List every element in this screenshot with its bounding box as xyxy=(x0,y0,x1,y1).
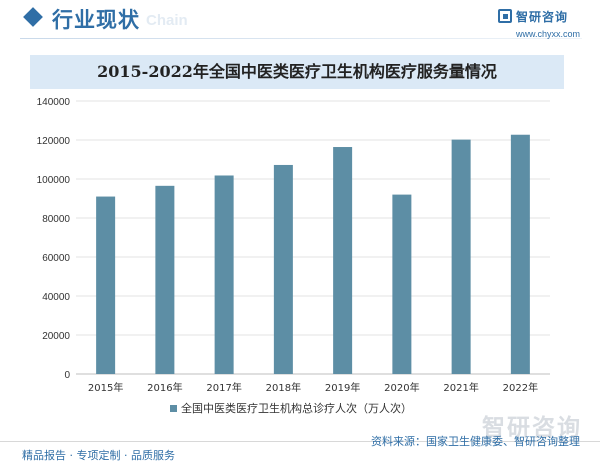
brand-url[interactable]: www.chyxx.com xyxy=(515,29,580,39)
x-tick-label: 2018年 xyxy=(266,381,301,394)
page-header: 行业现状 Chain 智研咨询 www.chyxx.com xyxy=(0,0,600,46)
footer-slogan: 精品报告 · 专项定制 · 品质服务 xyxy=(22,449,175,462)
y-tick-label: 100000 xyxy=(37,175,71,186)
brand-name: 智研咨询 xyxy=(515,10,568,24)
x-tick-label: 2016年 xyxy=(147,381,182,394)
legend-label: 全国中医类医疗卫生机构总诊疗人次（万人次） xyxy=(181,401,412,415)
bar xyxy=(510,134,530,374)
bar xyxy=(273,164,293,374)
x-tick-label: 2017年 xyxy=(206,381,241,394)
header-divider xyxy=(20,38,582,39)
bar xyxy=(214,175,234,374)
y-tick-label: 0 xyxy=(64,370,70,381)
chart-title: 2015-2022年全国中医类医疗卫生机构医疗服务量情况 xyxy=(97,62,497,81)
footer-source: 资料来源：国家卫生健康委、智研咨询整理 xyxy=(371,435,580,448)
chart-title-band xyxy=(30,55,564,89)
bar xyxy=(392,194,412,374)
section-title: 行业现状 xyxy=(52,8,140,32)
x-tick-label: 2019年 xyxy=(325,381,360,394)
footer-watermark: 智研咨询 xyxy=(482,415,582,441)
brand-icon xyxy=(497,9,512,23)
y-tick-label: 60000 xyxy=(42,253,70,264)
y-tick-label: 20000 xyxy=(42,331,70,342)
bar xyxy=(155,185,175,374)
header-watermark: Chain xyxy=(146,12,188,29)
x-tick-label: 2022年 xyxy=(503,381,538,394)
bar xyxy=(333,147,353,374)
x-tick-label: 2021年 xyxy=(443,381,478,394)
y-tick-label: 120000 xyxy=(37,136,71,147)
bar xyxy=(451,139,471,374)
y-tick-label: 80000 xyxy=(42,214,70,225)
x-tick-label: 2015年 xyxy=(88,381,123,394)
y-tick-label: 40000 xyxy=(42,292,70,303)
bar xyxy=(96,196,116,374)
y-tick-label: 140000 xyxy=(37,97,71,108)
legend-swatch xyxy=(170,405,177,412)
footer-divider xyxy=(0,441,600,442)
x-tick-label: 2020年 xyxy=(384,381,419,394)
brand-logo[interactable]: 智研咨询 www.chyxx.com xyxy=(497,8,580,39)
